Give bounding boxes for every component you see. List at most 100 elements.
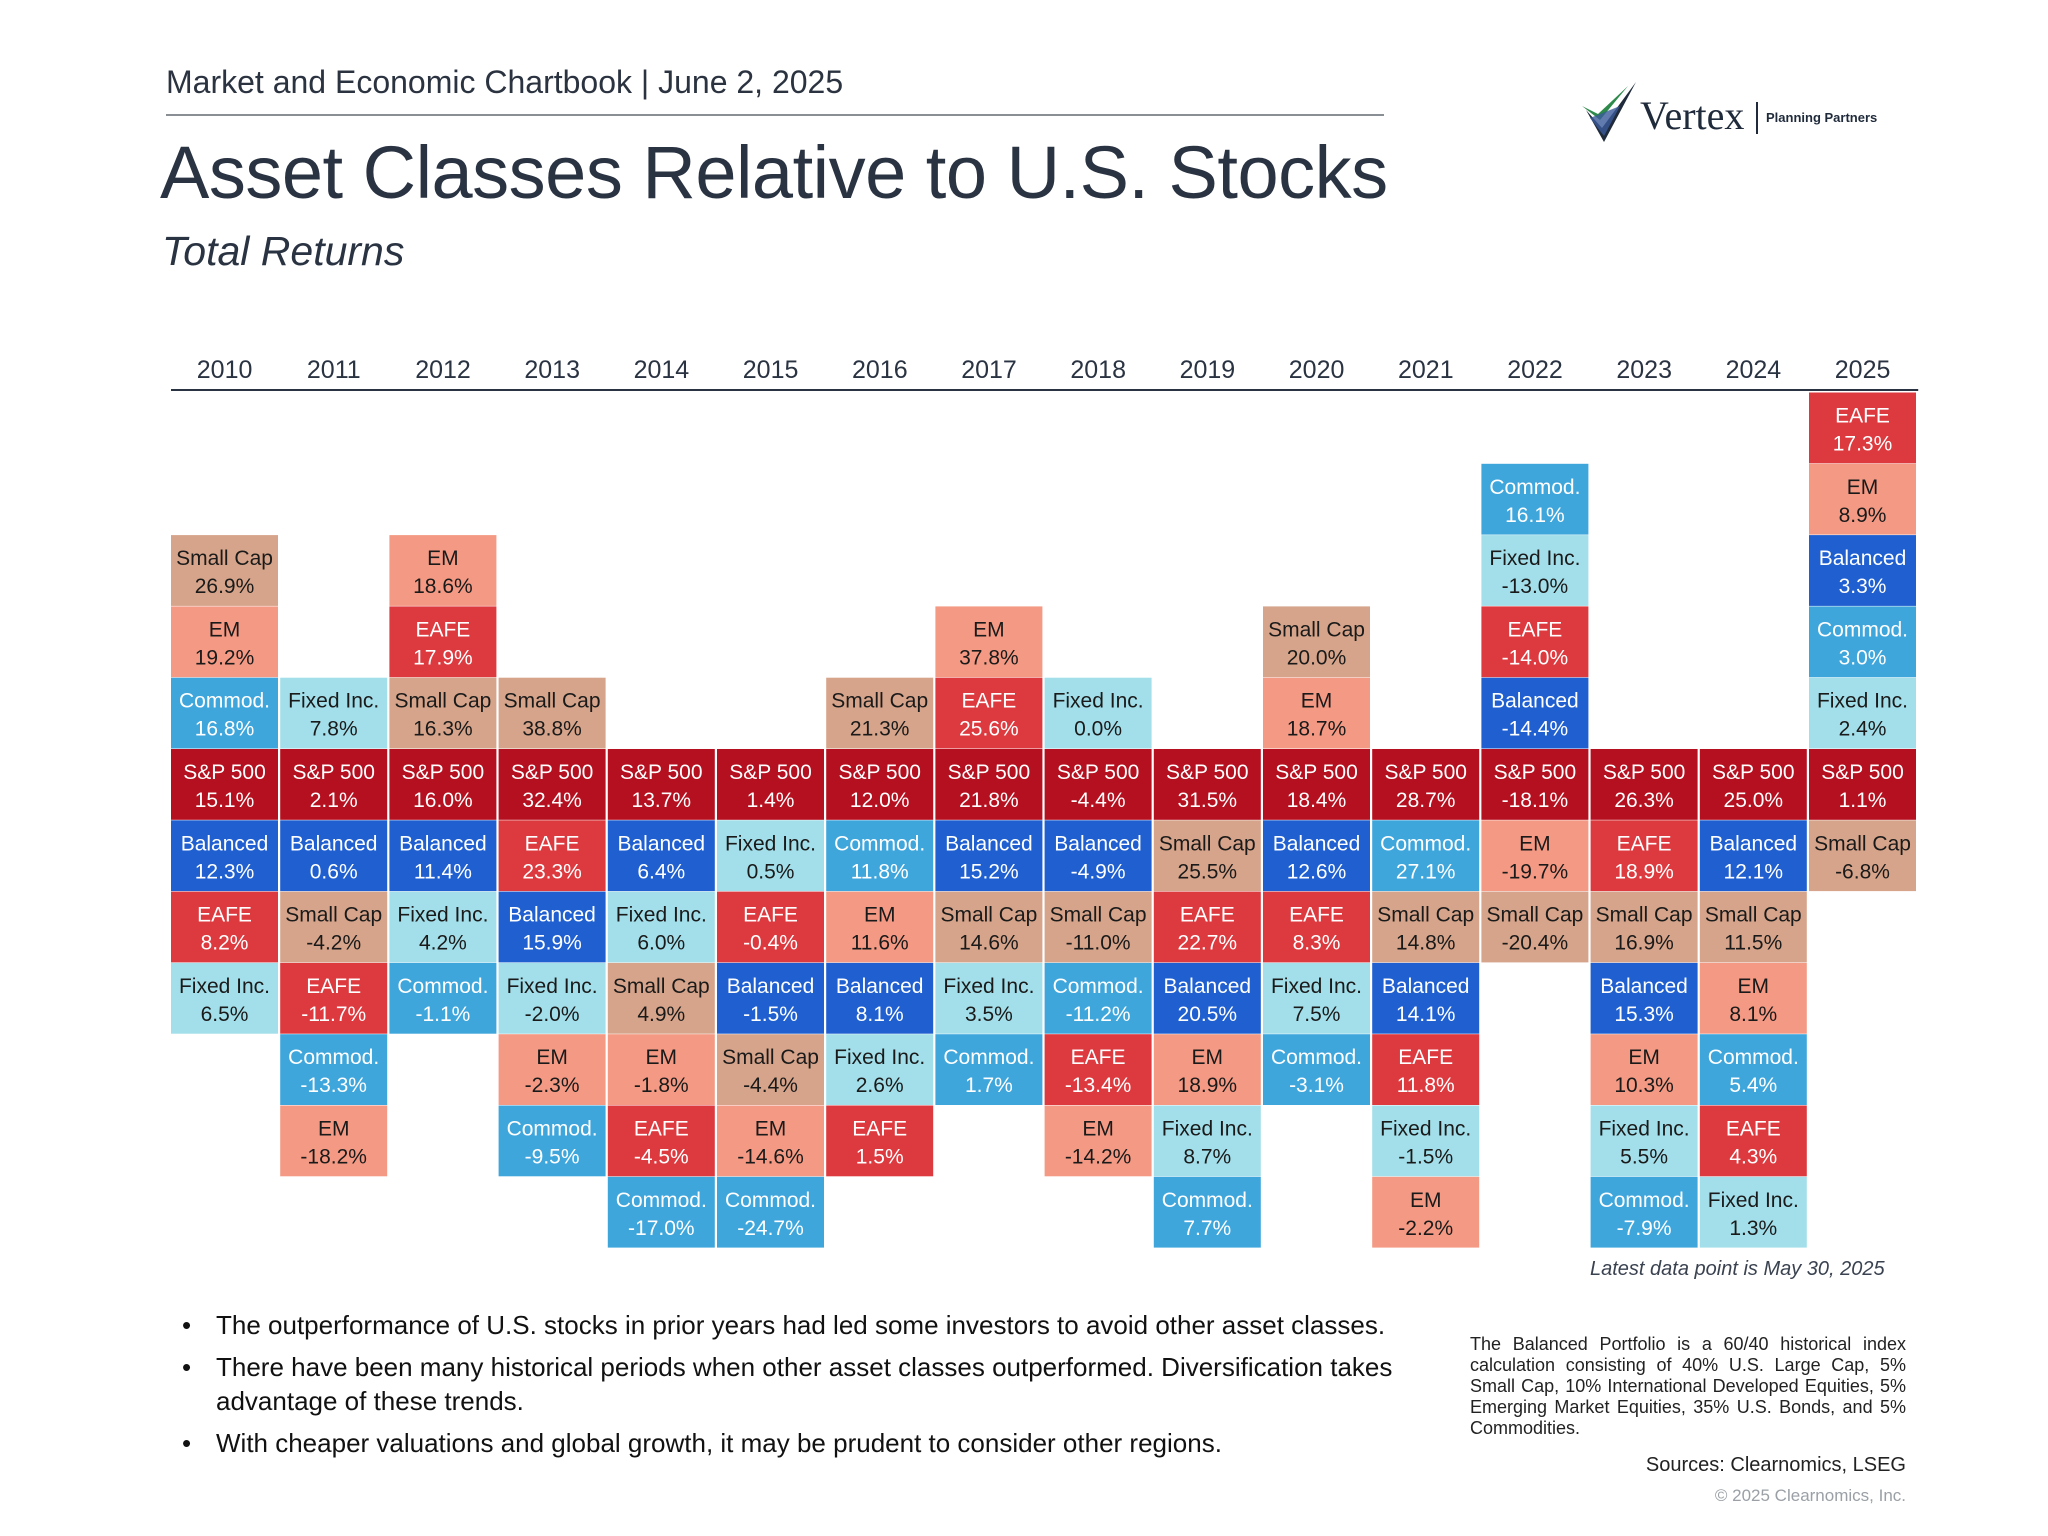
cell-asset-label: S&P 500 <box>620 761 703 784</box>
cell-return-value: 20.0% <box>1287 646 1347 669</box>
asset-cell: EAFE 8.2% <box>171 891 278 963</box>
cell-asset-label: EAFE <box>1289 904 1344 927</box>
cell-block <box>1372 962 1480 1034</box>
asset-cell: Fixed Inc. 2.6% <box>826 1034 934 1105</box>
cell-return-value: -1.8% <box>634 1074 689 1097</box>
cell-block <box>1372 1105 1480 1177</box>
bullet-text: There have been many historical periods … <box>216 1352 1393 1416</box>
cell-block <box>607 749 715 820</box>
asset-cell: EM -2.3% <box>498 1034 606 1105</box>
cell-asset-label: EAFE <box>1726 1118 1781 1141</box>
cell-asset-label: Fixed Inc. <box>1380 1118 1471 1141</box>
cell-asset-label: Commod. <box>1708 1046 1799 1069</box>
cell-block <box>1590 962 1698 1034</box>
cell-return-value: 6.0% <box>637 932 685 955</box>
cell-asset-label: Fixed Inc. <box>1162 1118 1253 1141</box>
asset-cell: Fixed Inc. 6.0% <box>607 891 715 963</box>
cell-block <box>1263 606 1370 678</box>
cell-return-value: 26.3% <box>1614 789 1674 812</box>
cell-block <box>826 820 934 892</box>
cell-block <box>1044 749 1152 820</box>
cell-return-value: 8.2% <box>201 932 249 955</box>
cell-asset-label: Balanced <box>836 975 924 998</box>
cell-return-value: 1.1% <box>1839 789 1887 812</box>
cell-return-value: 0.0% <box>1074 718 1122 741</box>
header-divider <box>166 114 1384 116</box>
asset-cell: Balanced 12.3% <box>171 820 278 892</box>
latest-data-note: Latest data point is May 30, 2025 <box>1590 1258 1885 1280</box>
asset-cell: Fixed Inc. -13.0% <box>1481 535 1589 606</box>
cell-return-value: -24.7% <box>737 1217 804 1240</box>
year-label: 2010 <box>197 356 253 384</box>
asset-cell: EM -18.2% <box>280 1105 388 1177</box>
asset-cell: Balanced 14.1% <box>1372 962 1480 1034</box>
year-label: 2015 <box>743 356 799 384</box>
cell-block <box>1372 1034 1480 1105</box>
asset-cell: Commod. -7.9% <box>1590 1176 1698 1248</box>
cell-block <box>280 677 388 749</box>
cell-asset-label: S&P 500 <box>511 761 594 784</box>
cell-asset-label: Commod. <box>179 690 270 713</box>
year-label: 2025 <box>1835 356 1891 384</box>
asset-cell: Balanced 15.2% <box>935 820 1043 892</box>
asset-cell: EM 18.7% <box>1263 677 1370 749</box>
cell-asset-label: Fixed Inc. <box>507 975 598 998</box>
cell-asset-label: Commod. <box>943 1046 1034 1069</box>
asset-cell: EAFE -11.7% <box>280 962 388 1034</box>
vertex-mark-icon <box>1582 82 1636 142</box>
asset-cell: Small Cap 21.3% <box>826 677 934 749</box>
asset-cell: Balanced 8.1% <box>826 962 934 1034</box>
cell-return-value: 11.6% <box>851 932 909 955</box>
copyright-text: © 2025 Clearnomics, Inc. <box>1714 1486 1906 1505</box>
sp500-cell: S&P 500 1.1% <box>1809 749 1916 820</box>
cell-block <box>826 1105 934 1177</box>
cell-asset-label: EAFE <box>634 1118 689 1141</box>
asset-cell: EAFE -14.0% <box>1481 606 1589 678</box>
asset-cell: EAFE 11.8% <box>1372 1034 1480 1105</box>
asset-cell: Balanced 11.4% <box>389 820 497 892</box>
cell-return-value: 3.5% <box>965 1003 1013 1026</box>
cell-return-value: 19.2% <box>195 646 255 669</box>
cell-asset-label: EAFE <box>1835 405 1890 428</box>
cell-block <box>171 749 278 820</box>
cell-asset-label: S&P 500 <box>183 761 266 784</box>
cell-asset-label: EM <box>1192 1046 1224 1069</box>
sp500-cell: S&P 500 26.3% <box>1590 749 1698 820</box>
cell-return-value: -18.1% <box>1502 789 1569 812</box>
cell-block <box>1044 962 1152 1034</box>
cell-block <box>1153 820 1261 892</box>
cell-return-value: -13.3% <box>300 1074 367 1097</box>
cell-return-value: -4.4% <box>743 1074 798 1097</box>
cell-asset-label: Small Cap <box>1486 904 1583 927</box>
cell-block <box>1263 1034 1370 1105</box>
cell-asset-label: EAFE <box>961 690 1016 713</box>
cell-block <box>826 749 934 820</box>
cell-block <box>1044 677 1152 749</box>
cell-block <box>935 820 1043 892</box>
cell-block <box>826 1034 934 1105</box>
bullet-dot: • <box>182 1428 192 1458</box>
cell-block <box>1263 891 1370 963</box>
cell-asset-label: Small Cap <box>1050 904 1147 927</box>
cell-return-value: 1.7% <box>965 1074 1013 1097</box>
year-label: 2022 <box>1507 356 1563 384</box>
cell-block <box>171 677 278 749</box>
cell-block <box>935 749 1043 820</box>
asset-cell: Balanced 6.4% <box>607 820 715 892</box>
asset-cell: Commod. -3.1% <box>1263 1034 1370 1105</box>
cell-return-value: 16.1% <box>1505 504 1565 527</box>
cell-asset-label: EAFE <box>1507 618 1562 641</box>
cell-asset-label: Small Cap <box>722 1046 819 1069</box>
asset-cell: Fixed Inc. 3.5% <box>935 962 1043 1034</box>
bullet-item: • There have been many historical periods… <box>170 1350 1440 1418</box>
cell-return-value: 6.5% <box>201 1003 249 1026</box>
cell-asset-label: Commod. <box>1599 1189 1690 1212</box>
cell-block <box>1481 463 1589 535</box>
cell-asset-label: Small Cap <box>1377 904 1474 927</box>
year-label: 2019 <box>1180 356 1236 384</box>
cell-asset-label: Commod. <box>1053 975 1144 998</box>
cell-return-value: 23.3% <box>522 860 582 883</box>
cell-return-value: -7.9% <box>1617 1217 1672 1240</box>
asset-cell: EAFE -0.4% <box>717 891 824 963</box>
cell-return-value: -14.6% <box>737 1146 804 1169</box>
